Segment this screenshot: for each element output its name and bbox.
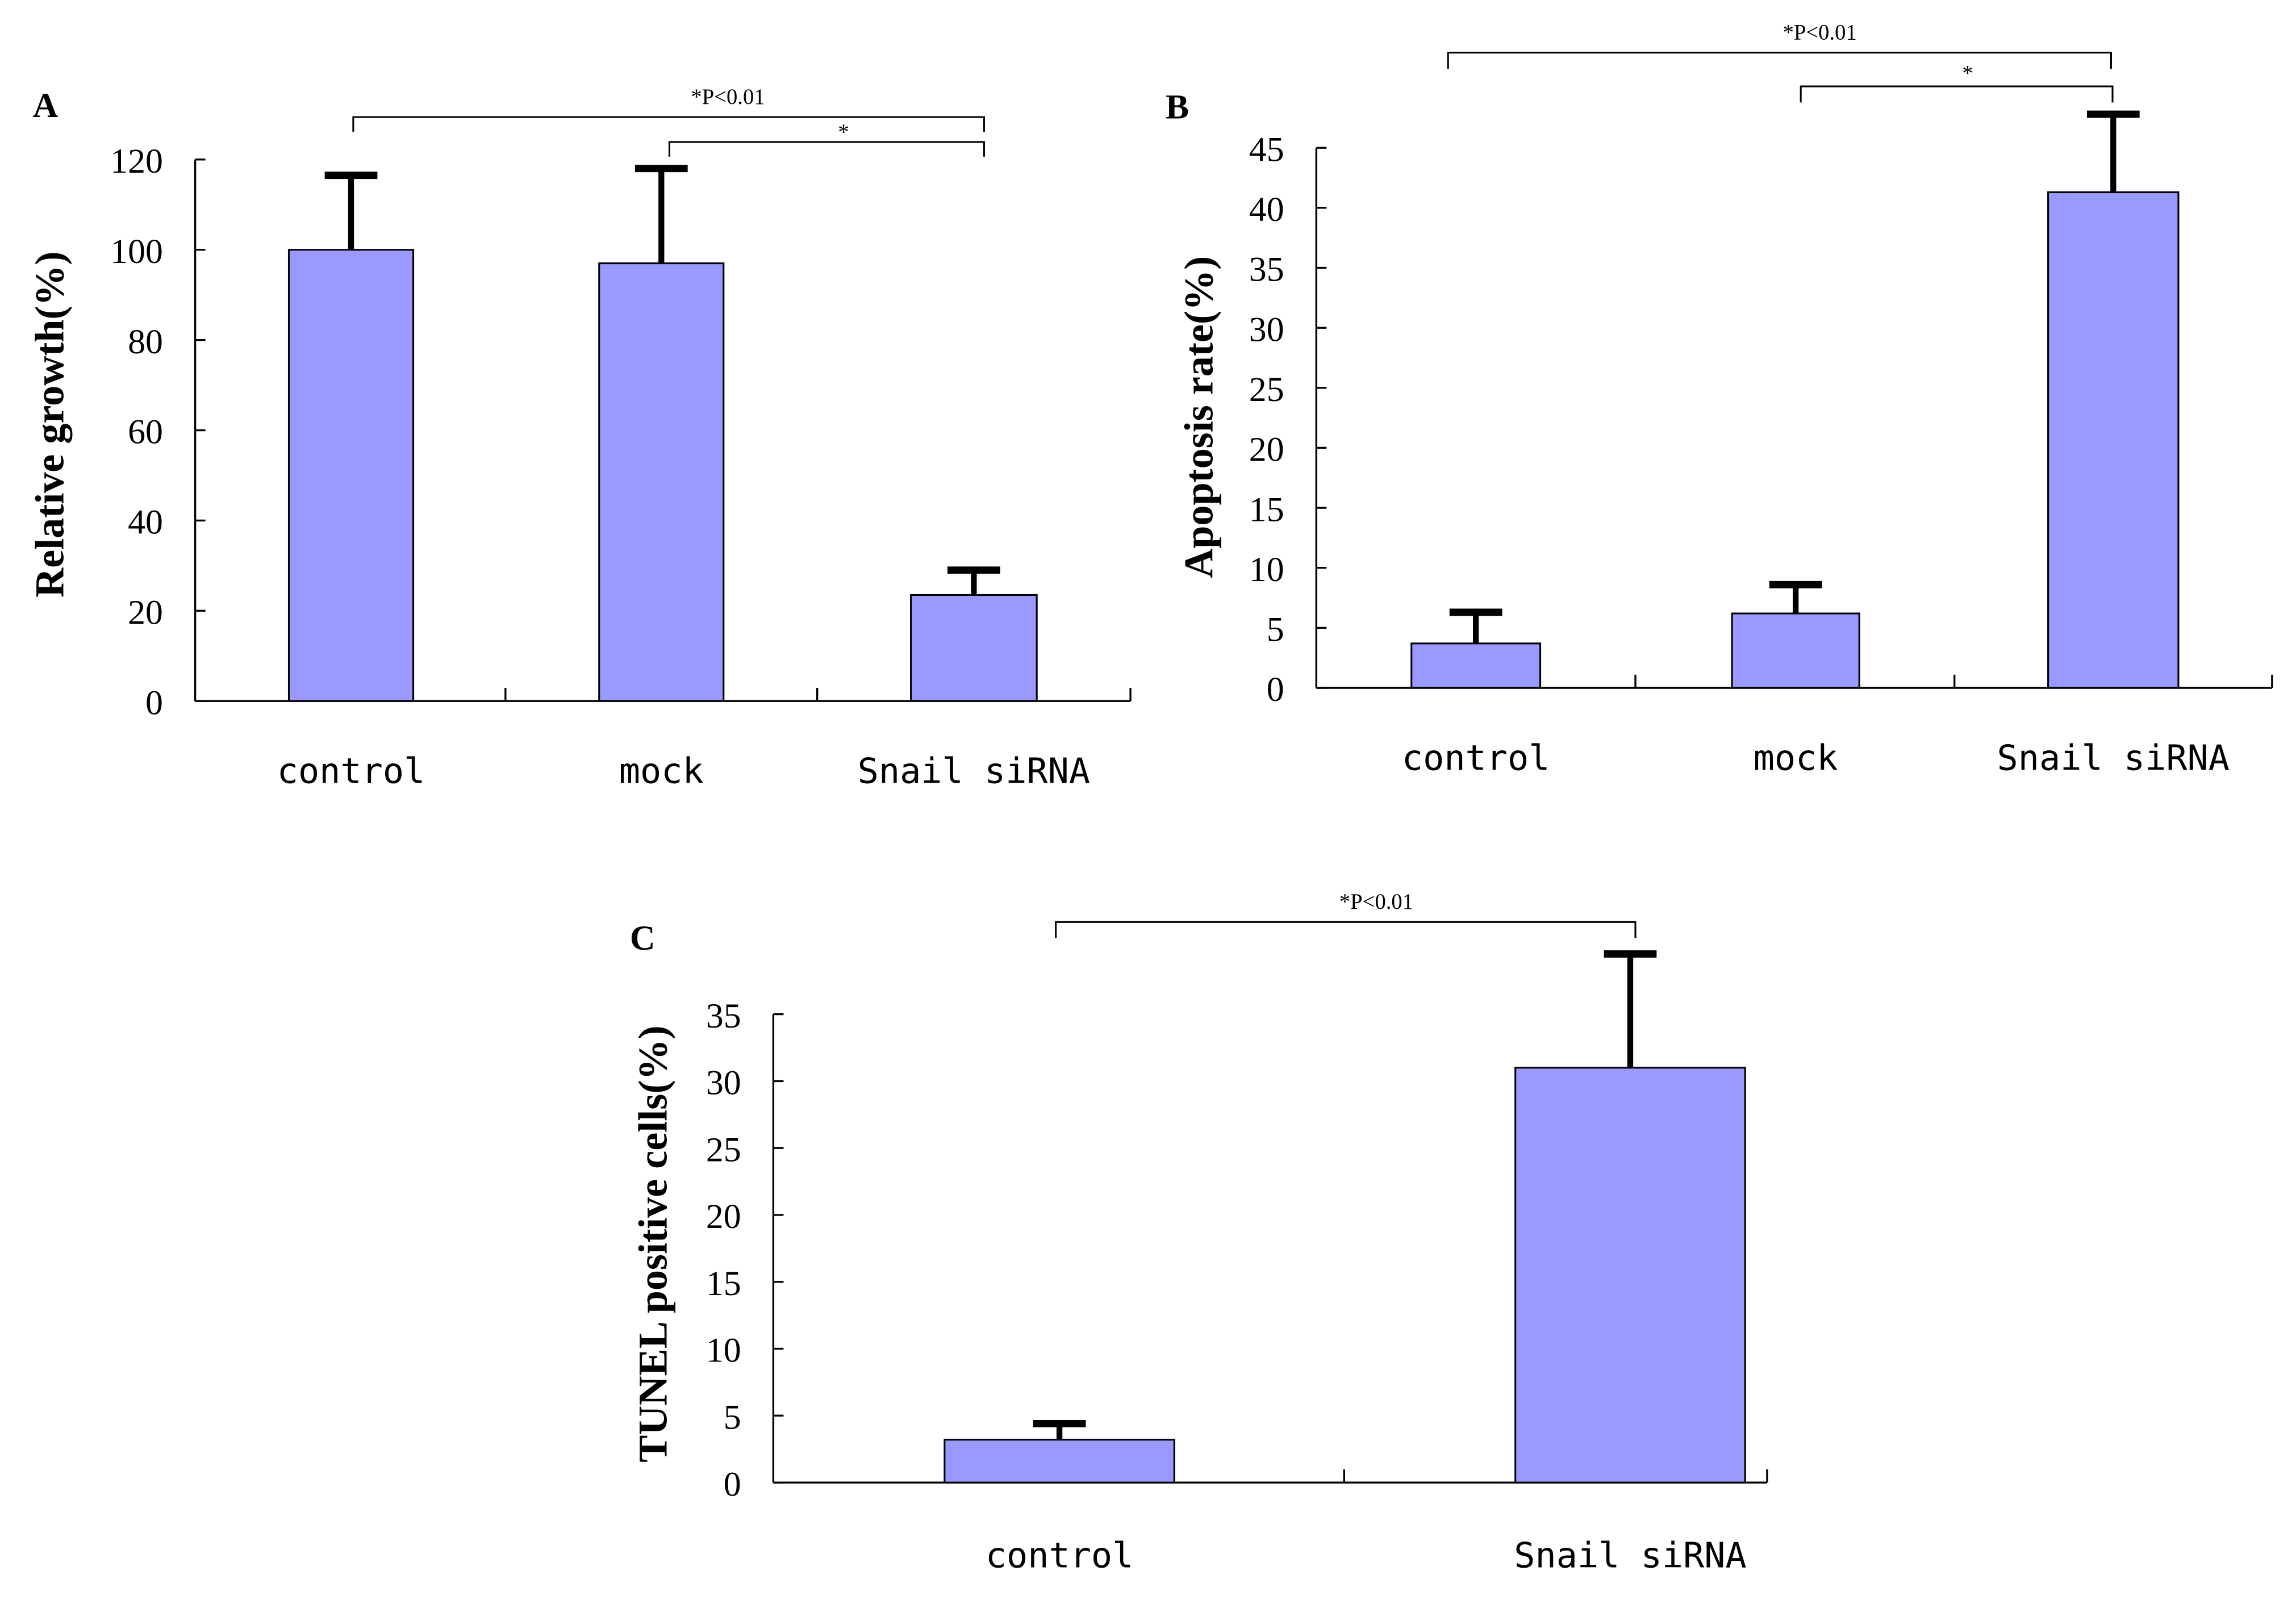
category-label: mock [1754, 737, 1838, 778]
bar-snail-sirna [1514, 1067, 1746, 1484]
y-axis-label: Relative growth(%) [27, 251, 73, 598]
y-tick-label: 15 [706, 1264, 741, 1303]
y-tick-label: 40 [128, 503, 163, 542]
significance-label: * [1962, 62, 1973, 86]
y-tick-label: 20 [128, 594, 163, 632]
bar-snail-sirna [2047, 191, 2180, 689]
y-axis-label: Apoptosis rate(%) [1176, 256, 1221, 578]
y-tick-label: 5 [724, 1398, 741, 1437]
panel-label: A [33, 86, 59, 125]
bar-snail-sirna [910, 594, 1038, 702]
category-label: Snail siRNA [1997, 737, 2230, 778]
y-tick-label: 15 [1249, 490, 1284, 529]
y-tick-label: 20 [1249, 431, 1284, 469]
chart-panel-a: 0 20 40 60 80 100 120 control mock Snail siRNA A Re… [27, 85, 1132, 792]
category-label: control [277, 751, 425, 792]
y-tick-label: 40 [1249, 190, 1284, 229]
bar-control [287, 249, 415, 702]
significance-bracket [352, 116, 985, 132]
category-label: mock [619, 751, 704, 792]
bar-control [944, 1439, 1175, 1484]
chart-panel-c: 0 5 10 15 20 25 30 35 control Snail siRNA C TUNEL p… [630, 890, 1768, 1576]
y-tick-label: 0 [1267, 670, 1284, 709]
y-tick-label: 10 [1249, 550, 1284, 589]
y-tick-label: 0 [145, 683, 163, 722]
category-label: control [1402, 737, 1550, 778]
y-tick-label: 10 [706, 1331, 741, 1370]
y-tick-label: 80 [128, 323, 163, 361]
significance-bracket [1800, 85, 2114, 103]
y-tick-label: 0 [724, 1465, 741, 1503]
y-tick-label: 60 [128, 413, 163, 452]
significance-bracket [1055, 921, 1637, 938]
bar-mock [1731, 612, 1860, 689]
significance-label: *P<0.01 [1339, 890, 1413, 914]
bar-mock [598, 262, 725, 702]
significance-bracket [1447, 52, 2112, 69]
y-tick-label: 30 [1249, 310, 1284, 349]
significance-label: *P<0.01 [691, 85, 765, 109]
significance-label: * [838, 120, 849, 144]
y-tick-label: 25 [1249, 370, 1284, 409]
category-label: control [986, 1535, 1134, 1576]
y-tick-label: 30 [706, 1064, 741, 1102]
y-tick-label: 120 [110, 142, 163, 181]
significance-label: *P<0.01 [1783, 21, 1857, 45]
y-tick-label: 45 [1249, 130, 1284, 169]
chart-panel-b: 0 5 10 15 20 25 30 35 40 45 control mock Snail siRNA… [1166, 21, 2273, 778]
y-axis-label: TUNEL positive cells(%) [630, 1025, 675, 1462]
y-tick-label: 25 [706, 1130, 741, 1169]
significance-bracket [668, 141, 985, 157]
panel-label: C [630, 919, 656, 958]
y-tick-label: 35 [706, 997, 741, 1035]
category-label: Snail siRNA [858, 751, 1090, 792]
y-tick-label: 5 [1267, 611, 1284, 649]
y-tick-label: 35 [1249, 250, 1284, 289]
y-tick-label: 100 [110, 232, 163, 271]
panel-label: B [1166, 88, 1189, 127]
bar-control [1410, 642, 1542, 689]
y-tick-label: 20 [706, 1197, 741, 1236]
category-label: Snail siRNA [1514, 1535, 1746, 1576]
